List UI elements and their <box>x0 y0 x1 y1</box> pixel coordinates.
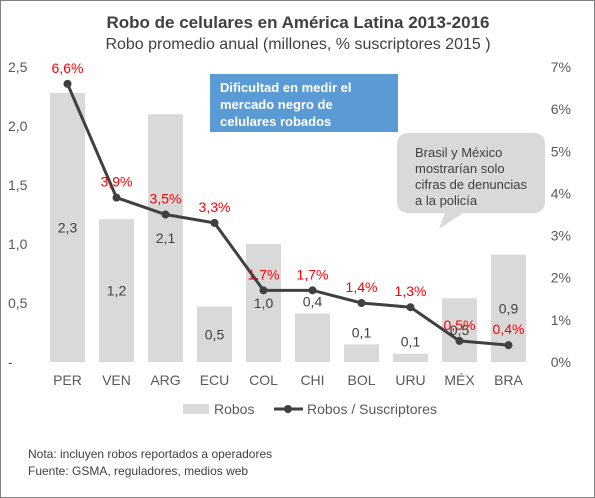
rate-value-label: 1,3% <box>395 283 427 299</box>
right-tick-label: 0% <box>551 354 571 370</box>
bar <box>246 244 281 362</box>
left-tick-label: 2,5 <box>8 59 28 75</box>
right-tick-label: 1% <box>551 312 571 328</box>
rate-point <box>161 210 170 219</box>
bar <box>50 92 85 363</box>
category-label: CHI <box>300 372 324 388</box>
left-tick-label: 1,5 <box>8 177 28 193</box>
bar-value-label: 1,2 <box>107 283 127 299</box>
rate-point <box>63 79 72 88</box>
rate-point <box>308 286 317 295</box>
callout-line: Brasil y México <box>415 145 502 160</box>
annotation-box: Dificultad en medir el mercado negro de … <box>210 74 398 132</box>
bar-value-label: 0,1 <box>401 334 421 350</box>
bar-value-label: 2,1 <box>156 230 176 246</box>
rate-value-label: 1,7% <box>248 266 280 282</box>
rate-value-label: 3,5% <box>150 191 182 207</box>
legend-swatch-marker <box>284 405 292 413</box>
rate-value-label: 0,4% <box>493 321 525 337</box>
bar <box>344 344 379 362</box>
right-tick-label: 7% <box>551 59 571 75</box>
category-label: ARG <box>150 372 180 388</box>
category-label: MÉX <box>444 372 475 388</box>
legend-label-line: Robos / Suscriptores <box>307 401 437 417</box>
left-tick-label: 2,0 <box>8 118 28 134</box>
legend-swatch-bar <box>183 404 209 414</box>
right-axis: 0% 1% 2% 3% 4% 5% 6% 7% <box>551 59 571 370</box>
rate-point <box>357 299 366 307</box>
annotation-box-line: celulares robados <box>220 114 331 129</box>
right-tick-label: 6% <box>551 101 571 117</box>
callout: Brasil y México mostrarían solo cifras d… <box>397 133 545 229</box>
rate-value-label: 1,4% <box>346 279 378 295</box>
source-text: Fuente: GSMA, reguladores, medios web <box>28 464 248 478</box>
rate-point <box>210 218 219 227</box>
bar-value-label: 2,3 <box>58 219 78 235</box>
category-axis: PER VEN ARG ECU COL CHI BOL URU MÉX BRA <box>53 372 523 388</box>
left-tick-label: 0,5 <box>8 295 28 311</box>
left-axis: - 0,5 1,0 1,5 2,0 2,5 <box>8 59 28 370</box>
bar <box>393 353 428 362</box>
annotation-box-line: mercado negro de <box>220 97 333 112</box>
legend-label-bar: Robos <box>214 401 254 417</box>
bar-value-label: 0,5 <box>205 326 225 342</box>
rate-line <box>66 83 509 347</box>
rate-point <box>112 193 121 202</box>
category-label: COL <box>249 372 278 388</box>
callout-line: mostrarían solo <box>415 161 505 176</box>
left-tick-label: 1,0 <box>8 236 28 252</box>
category-label: BOL <box>347 372 375 388</box>
bar <box>148 114 183 362</box>
annotation-box-line: Dificultad en medir el <box>220 80 351 95</box>
bar <box>295 313 330 362</box>
rate-point <box>259 286 268 295</box>
bar <box>197 306 232 362</box>
bar <box>99 219 134 362</box>
callout-line: cifras de denuncias <box>415 177 528 192</box>
note-text: Nota: incluyen robos reportados a operad… <box>28 447 272 461</box>
right-tick-label: 4% <box>551 185 571 201</box>
rate-point <box>455 336 464 345</box>
rate-value-label: 3,3% <box>199 199 231 215</box>
left-tick-label: - <box>8 354 13 370</box>
legend: Robos Robos / Suscriptores <box>183 401 437 417</box>
category-label: PER <box>53 372 82 388</box>
rate-value-label: 0,5% <box>444 317 476 333</box>
bar-value-label: 0,9 <box>499 300 519 316</box>
right-tick-label: 3% <box>551 228 571 244</box>
bar <box>442 298 477 362</box>
category-label: URU <box>395 372 425 388</box>
chart-title: Robo de celulares en América Latina 2013… <box>107 13 490 32</box>
bar-value-label: 0,5 <box>450 322 470 338</box>
bar-value-label: 0,1 <box>352 324 372 340</box>
rate-value-label: 6,6% <box>52 60 84 76</box>
bar-value-label: 1,0 <box>254 295 274 311</box>
line-series: 6,6% 3,9% 3,5% 3,3% 1,7% 1,7% 1,4% 1,3% 0,5% 0,4% <box>52 60 525 350</box>
category-label: BRA <box>494 372 523 388</box>
right-tick-label: 5% <box>551 143 571 159</box>
callout-line: a la policía <box>415 193 478 208</box>
rate-point <box>504 341 513 350</box>
callout-bubble <box>397 133 545 229</box>
category-label: ECU <box>200 372 230 388</box>
bar-value-label: 0,4 <box>303 294 323 310</box>
annotation-box-bg <box>210 74 398 132</box>
chart-subtitle: Robo promedio anual (millones, % suscrip… <box>105 36 490 53</box>
rate-value-label: 3,9% <box>101 174 133 190</box>
rate-value-label: 1,7% <box>297 266 329 282</box>
right-tick-label: 2% <box>551 270 571 286</box>
rate-point <box>406 303 415 312</box>
category-label: VEN <box>102 372 131 388</box>
